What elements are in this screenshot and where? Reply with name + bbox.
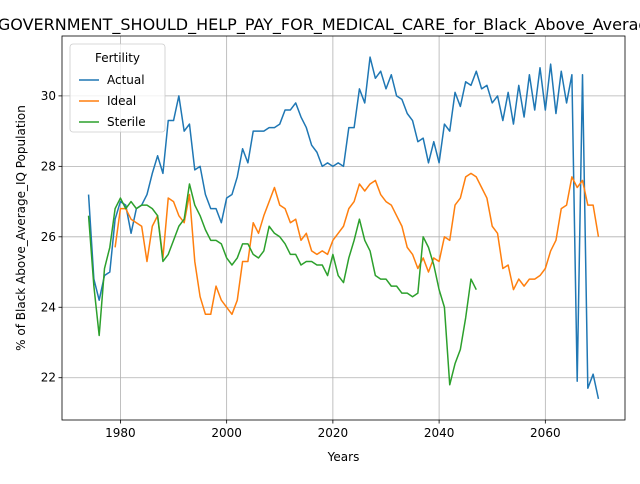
- series-line-actual: [87, 56, 600, 400]
- x-tick-label: 2020: [318, 426, 349, 440]
- axes-frame: [61, 35, 626, 421]
- y-tick-label: 28: [41, 159, 56, 173]
- series-line-ideal: [114, 172, 600, 316]
- y-tick-label: 26: [41, 230, 56, 244]
- legend-title: Fertility: [95, 51, 140, 65]
- x-axis-label: Years: [327, 450, 360, 464]
- x-tick-label: 2000: [211, 426, 242, 440]
- y-tick-label: 22: [41, 371, 56, 385]
- y-tick-label: 30: [41, 89, 56, 103]
- series-line-sterile: [87, 183, 477, 386]
- chart-title: B_in_GOVERNMENT_SHOULD_HELP_PAY_FOR_MEDI…: [0, 15, 640, 35]
- legend-label-ideal: Ideal: [107, 94, 136, 108]
- y-axis-label: % of Black Above_Average_IQ Population: [14, 105, 28, 351]
- x-tick-label: 2040: [424, 426, 455, 440]
- y-tick-label: 24: [41, 300, 56, 314]
- legend-label-sterile: Sterile: [107, 115, 146, 129]
- legend-box: [69, 43, 166, 133]
- x-tick-label: 1980: [105, 426, 136, 440]
- legend-label-actual: Actual: [107, 73, 145, 87]
- x-tick-label: 2060: [530, 426, 561, 440]
- plot-area: 1980 2000 2020 2040 2060 22 24 26 28 30 Fertility A…: [41, 35, 626, 440]
